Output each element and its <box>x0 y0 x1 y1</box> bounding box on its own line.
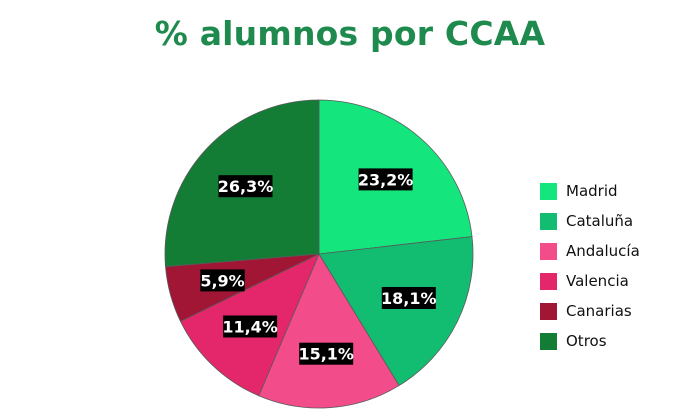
legend-swatch <box>540 332 557 350</box>
legend-swatch <box>540 242 557 260</box>
legend-label: Valencia <box>566 272 629 290</box>
chart-legend: Madrid Cataluña Andalucía Valencia Canarias O… <box>540 176 640 356</box>
pie-slice-andalucia <box>258 253 400 409</box>
data-label-background <box>223 315 278 338</box>
legend-item-otros: Otros <box>540 326 640 356</box>
legend-swatch <box>540 272 557 290</box>
data-label-text: 15,1% <box>298 345 354 364</box>
legend-label: Andalucía <box>566 242 640 260</box>
legend-item-canarias: Canarias <box>540 296 640 326</box>
legend-item-madrid: Madrid <box>540 176 640 206</box>
pie-slice-cataluna <box>318 236 474 387</box>
data-label-madrid: 23,2% <box>358 168 414 191</box>
data-label-background <box>200 269 245 292</box>
pie-data-labels: 23,2% 18,1% 15,1% 11,4% 5,9% 26,3% <box>200 168 437 365</box>
data-label-text: 11,4% <box>222 318 278 337</box>
legend-item-andalucia: Andalucía <box>540 236 640 266</box>
legend-swatch <box>540 212 557 230</box>
legend-swatch <box>540 302 557 320</box>
data-label-text: 18,1% <box>381 289 437 308</box>
data-label-otros: 26,3% <box>218 175 274 198</box>
data-label-canarias: 5,9% <box>200 269 245 292</box>
legend-label: Otros <box>566 332 607 350</box>
data-label-text: 5,9% <box>200 271 244 290</box>
chart-title: % alumnos por CCAA <box>154 14 546 53</box>
data-label-background <box>381 287 436 309</box>
data-label-text: 23,2% <box>358 170 414 189</box>
data-label-valencia: 11,4% <box>222 315 278 338</box>
data-label-background <box>358 168 413 191</box>
data-label-background <box>218 175 273 198</box>
data-label-cataluna: 18,1% <box>381 287 437 309</box>
data-label-background <box>299 342 354 365</box>
legend-label: Canarias <box>566 302 632 320</box>
legend-label: Madrid <box>566 182 618 200</box>
data-label-text: 26,3% <box>218 177 274 196</box>
legend-item-valencia: Valencia <box>540 266 640 296</box>
legend-item-cataluna: Cataluña <box>540 206 640 236</box>
data-label-andalucia: 15,1% <box>298 342 354 365</box>
legend-swatch <box>540 182 557 200</box>
legend-label: Cataluña <box>566 212 634 230</box>
